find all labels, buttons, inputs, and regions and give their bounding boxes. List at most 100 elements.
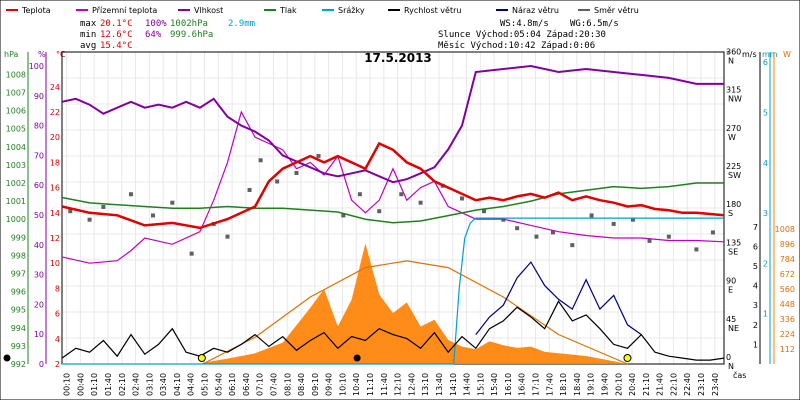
rain-tick-0: 1: [763, 310, 768, 319]
x-tick-8: 04:10: [173, 373, 182, 396]
pressure-tick-9: 1001: [6, 197, 26, 206]
x-tick-23: 11:40: [380, 373, 389, 396]
stat-max-rain: 2.9mm: [228, 19, 255, 29]
chart-title: 17.5.2013: [364, 51, 432, 65]
pressure-tick-15: 1007: [6, 89, 26, 98]
solar-tick-2: 336: [780, 315, 795, 324]
dir-point-26: [570, 243, 575, 248]
rain-tick-4: 5: [763, 109, 768, 118]
dir-point-8: [225, 234, 230, 239]
dir-point-33: [710, 230, 715, 235]
dir-point-9: [247, 187, 252, 192]
legend: Teplota Přízemní teplota Vlhkost Tlak Srážky…: [6, 6, 639, 15]
humidity-unit: %: [38, 50, 46, 59]
dir-point-20: [459, 196, 464, 201]
wind-tick-2: 3: [753, 301, 758, 310]
x-tick-1: 00:40: [76, 373, 85, 396]
direction-tick-1: 45: [726, 315, 736, 324]
wind-tick-1: 2: [753, 321, 758, 330]
dir-point-1: [87, 217, 92, 222]
pressure-tick-2: 994: [11, 324, 26, 333]
direction-tick-5: 225: [726, 162, 741, 171]
temperature-unit: °C: [56, 50, 66, 59]
rain-tick-2: 3: [763, 209, 768, 218]
humidity-tick-9: 90: [34, 92, 44, 101]
wind-tick-6: 7: [753, 223, 758, 232]
direction-label-1: NE: [728, 324, 739, 333]
pressure-tick-11: 1003: [6, 161, 26, 170]
direction-label-2: E: [728, 286, 733, 295]
temperature-tick-1: 4: [55, 335, 60, 344]
stat-wind-gust: WG:6.5m/s: [570, 19, 619, 29]
humidity-tick-7: 70: [34, 151, 44, 160]
stat-min-label: min: [80, 30, 96, 40]
direction-label-3: SE: [728, 247, 738, 256]
dir-point-4: [151, 213, 156, 218]
dir-point-3: [128, 192, 133, 197]
direction-label-0: N: [728, 362, 734, 371]
sunset-icon: [623, 354, 632, 362]
x-tick-18: 09:10: [311, 373, 320, 396]
series-teplota: [61, 141, 725, 230]
moonrise-icon: [353, 354, 361, 362]
x-tick-30: 15:10: [476, 373, 485, 396]
stat-min-press: 999.6hPa: [170, 30, 213, 40]
solar-tick-0: 112: [780, 345, 795, 354]
temperature-tick-2: 6: [55, 310, 60, 319]
direction-tick-0: 0: [726, 353, 731, 362]
dir-point-29: [630, 217, 635, 222]
solar-tick-3: 448: [780, 300, 795, 309]
wind-tick-5: 6: [753, 242, 758, 251]
direction-unit: °: [726, 50, 730, 59]
solar-tick-6: 784: [780, 255, 795, 264]
x-tick-22: 11:10: [366, 373, 375, 396]
pressure-tick-6: 998: [11, 251, 26, 260]
series-vlhkost: [61, 64, 724, 184]
x-tick-28: 14:10: [449, 373, 458, 396]
stat-max-label: max: [80, 19, 97, 29]
x-tick-16: 08:10: [283, 373, 292, 396]
stat-min-temp: 12.6°C: [100, 30, 133, 40]
legend-label-5: Rychlost větru: [404, 6, 461, 15]
temperature-tick-11: 24: [50, 83, 60, 92]
wind-tick-0: 1: [753, 340, 758, 349]
x-tick-32: 16:10: [504, 373, 513, 396]
dir-point-5: [170, 200, 175, 205]
x-tick-35: 17:40: [545, 373, 554, 396]
temperature-tick-7: 16: [50, 184, 60, 193]
stat-moon: Měsíc Východ:10:42 Západ:0:06: [438, 41, 595, 51]
x-tick-14: 07:10: [256, 373, 265, 396]
stat-wind-speed: WS:4.8m/s: [500, 19, 549, 29]
x-tick-37: 18:40: [573, 373, 582, 396]
dir-point-13: [316, 154, 321, 159]
x-unit: čas: [733, 370, 746, 380]
rain-tick-3: 4: [763, 159, 768, 168]
solar-unit: W: [783, 50, 791, 59]
humidity-tick-2: 20: [34, 300, 44, 309]
x-tick-26: 13:10: [421, 373, 430, 396]
x-tick-9: 04:40: [187, 373, 196, 396]
pressure-tick-14: 1006: [6, 107, 26, 116]
x-tick-19: 09:40: [325, 373, 334, 396]
direction-label-4: S: [728, 209, 733, 218]
x-tick-24: 12:10: [394, 373, 403, 396]
x-tick-36: 18:10: [559, 373, 568, 396]
stat-avg-temp: 15.4°C: [100, 41, 133, 51]
dir-point-31: [666, 234, 671, 239]
x-tick-15: 07:40: [269, 373, 278, 396]
solar-tick-8: 1008: [775, 225, 795, 234]
dir-point-2: [101, 204, 106, 209]
humidity-tick-6: 60: [34, 181, 44, 190]
humidity-tick-10: 100: [29, 62, 44, 71]
stat-max-temp: 20.1°C: [100, 19, 133, 29]
temperature-tick-0: 2: [55, 360, 60, 369]
dir-point-6: [189, 251, 194, 256]
pressure-tick-8: 1000: [6, 215, 26, 224]
stat-max-press: 1002hPa: [170, 19, 208, 29]
solar-tick-7: 896: [780, 240, 795, 249]
x-tick-21: 10:40: [352, 373, 361, 396]
wind-tick-4: 5: [753, 262, 758, 271]
pressure-unit: hPa: [4, 50, 19, 59]
